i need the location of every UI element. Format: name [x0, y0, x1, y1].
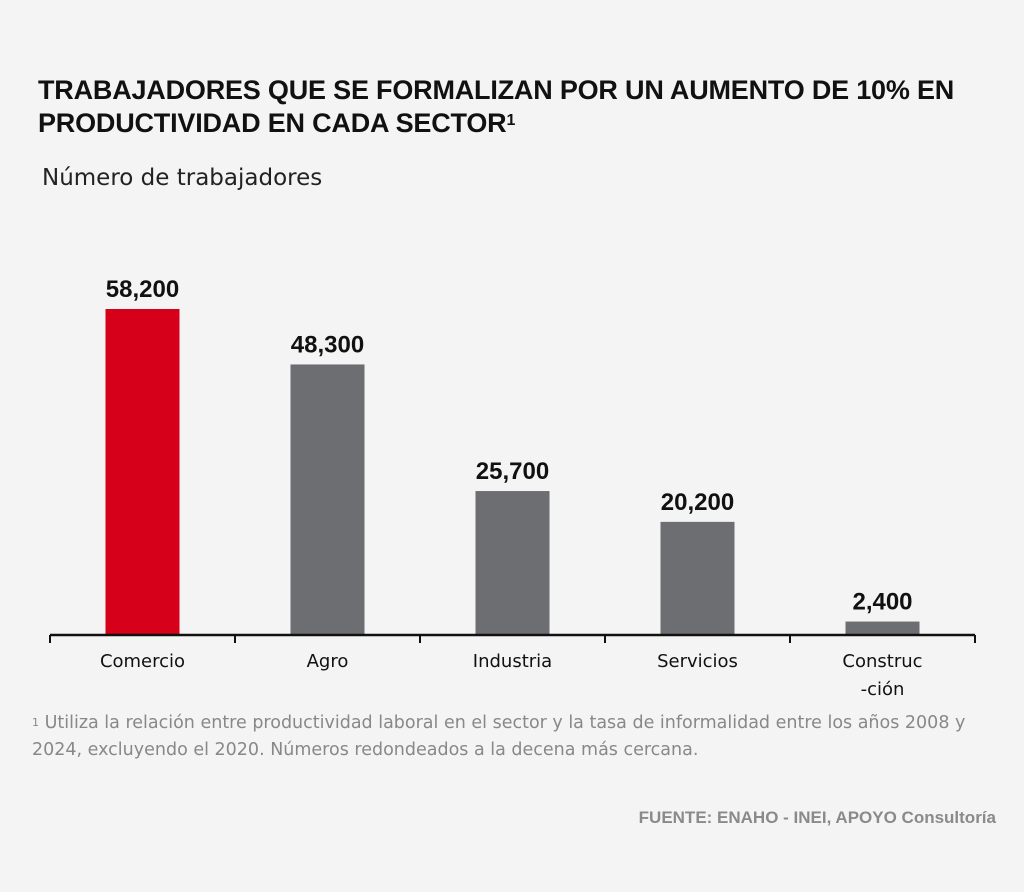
footnote: 1 Utiliza la relación entre productivida… — [32, 710, 1007, 764]
footnote-text: Utiliza la relación entre productividad … — [32, 713, 966, 760]
x-tick-label: -ción — [861, 679, 905, 700]
bar — [845, 621, 920, 635]
bar-chart: 58,200 Comercio 48,300 Agro 25,700 Industria 2… — [49, 276, 976, 700]
data-label: 2,400 — [852, 589, 912, 616]
bar — [290, 364, 365, 635]
x-tick-label: Agro — [307, 651, 349, 672]
x-tick-label: Construc — [842, 651, 922, 672]
bar — [475, 491, 550, 635]
data-label: 48,300 — [291, 331, 364, 358]
data-label: 58,200 — [106, 276, 179, 303]
data-label: 25,700 — [476, 458, 549, 485]
chart-subtitle: Número de trabajadores — [42, 165, 323, 191]
chart-title-text: TRABAJADORES QUE SE FORMALIZAN POR UN AU… — [38, 75, 955, 138]
data-label: 20,200 — [661, 489, 734, 516]
bar — [660, 521, 735, 635]
x-tick-label: Comercio — [100, 651, 185, 672]
chart-title: TRABAJADORES QUE SE FORMALIZAN POR UN AU… — [38, 74, 998, 140]
source-credit: FUENTE: ENAHO - INEI, APOYO Consultoría — [638, 808, 996, 827]
x-tick-label: Servicios — [657, 651, 738, 672]
title-footnote-marker: 1 — [506, 112, 516, 129]
bar — [105, 309, 180, 635]
footnote-marker: 1 — [32, 716, 39, 729]
x-tick-label: Industria — [473, 651, 552, 672]
